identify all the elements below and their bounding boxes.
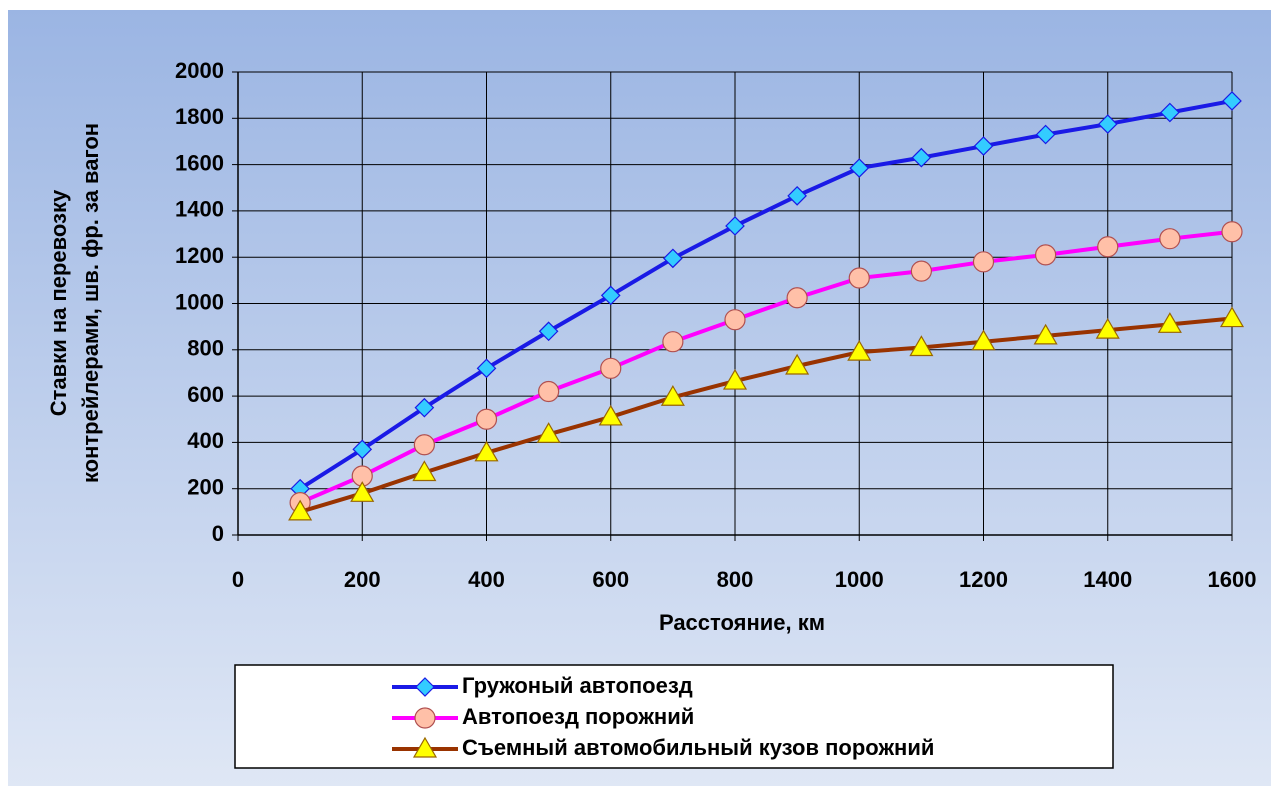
marker — [1095, 317, 1120, 339]
marker — [1035, 124, 1056, 145]
y-tick-label: 200 — [187, 475, 224, 500]
marker — [1159, 228, 1181, 250]
marker — [600, 357, 622, 379]
marker — [849, 158, 870, 178]
marker — [600, 285, 621, 306]
marker — [476, 358, 497, 379]
y-axis-title-line: контрейлерами, шв. фр. за вагон — [78, 123, 103, 483]
y-tick-label: 1600 — [175, 150, 224, 175]
marker — [1221, 221, 1243, 243]
marker — [1160, 102, 1180, 123]
legend-label: Гружоный автопоезд — [462, 673, 693, 698]
y-tick-label: 2000 — [175, 58, 224, 83]
marker — [910, 260, 932, 282]
marker — [724, 309, 746, 331]
series-line — [299, 98, 1233, 491]
y-tick-label: 0 — [212, 521, 224, 546]
marker — [911, 147, 932, 168]
y-axis-title-line: Ставки на перевозку — [46, 189, 71, 416]
marker — [660, 385, 685, 406]
x-tick-label: 0 — [232, 567, 244, 592]
marker — [909, 335, 934, 357]
marker — [1097, 236, 1119, 258]
marker — [847, 339, 872, 361]
x-axis-title: Расстояние, км — [659, 610, 825, 635]
x-tick-label: 1200 — [959, 567, 1008, 592]
marker — [413, 434, 435, 456]
marker — [662, 331, 684, 353]
marker — [474, 440, 499, 462]
y-tick-label: 800 — [187, 336, 224, 361]
marker — [1033, 323, 1058, 345]
legend-box — [234, 664, 1114, 769]
marker — [412, 736, 438, 758]
marker — [663, 248, 683, 269]
legend-label: Автопоезд порожний — [462, 704, 694, 729]
marker — [538, 321, 559, 342]
marker — [412, 460, 437, 482]
x-tick-label: 1600 — [1208, 567, 1257, 592]
marker — [971, 329, 996, 351]
marker — [973, 136, 994, 156]
marker — [350, 481, 375, 502]
y-tick-label: 1400 — [175, 197, 224, 222]
chart-background — [8, 10, 1271, 786]
x-tick-label: 800 — [717, 567, 754, 592]
marker — [414, 707, 436, 729]
y-tick-label: 600 — [187, 382, 224, 407]
x-tick-label: 200 — [344, 567, 381, 592]
series-line — [299, 316, 1233, 514]
marker — [1222, 91, 1242, 111]
marker — [414, 397, 435, 418]
marker — [352, 439, 373, 460]
y-tick-label: 1200 — [175, 243, 224, 268]
marker — [1035, 244, 1057, 266]
marker — [786, 287, 808, 309]
x-tick-label: 600 — [592, 567, 629, 592]
marker — [1157, 312, 1182, 333]
marker — [415, 677, 435, 697]
marker — [536, 422, 561, 443]
x-tick-label: 400 — [468, 567, 505, 592]
y-tick-label: 400 — [187, 428, 224, 453]
marker — [1097, 114, 1118, 134]
y-tick-label: 1000 — [175, 289, 224, 314]
marker — [598, 404, 623, 426]
marker — [288, 499, 313, 521]
marker — [785, 353, 810, 375]
marker — [1219, 306, 1245, 328]
y-axis-title: Ставки на перевозку контрейлерами, шв. ф… — [46, 123, 103, 483]
marker — [538, 380, 560, 403]
x-tick-label: 1400 — [1083, 567, 1132, 592]
marker — [475, 408, 498, 430]
x-tick-label: 1000 — [835, 567, 884, 592]
marker — [972, 251, 995, 273]
marker — [725, 216, 745, 236]
marker — [787, 186, 807, 206]
legend-label: Съемный автомобильный кузов порожний — [462, 735, 934, 760]
series-line — [299, 229, 1233, 505]
marker — [848, 267, 870, 289]
marker — [722, 368, 748, 390]
y-tick-label: 1800 — [175, 104, 224, 129]
